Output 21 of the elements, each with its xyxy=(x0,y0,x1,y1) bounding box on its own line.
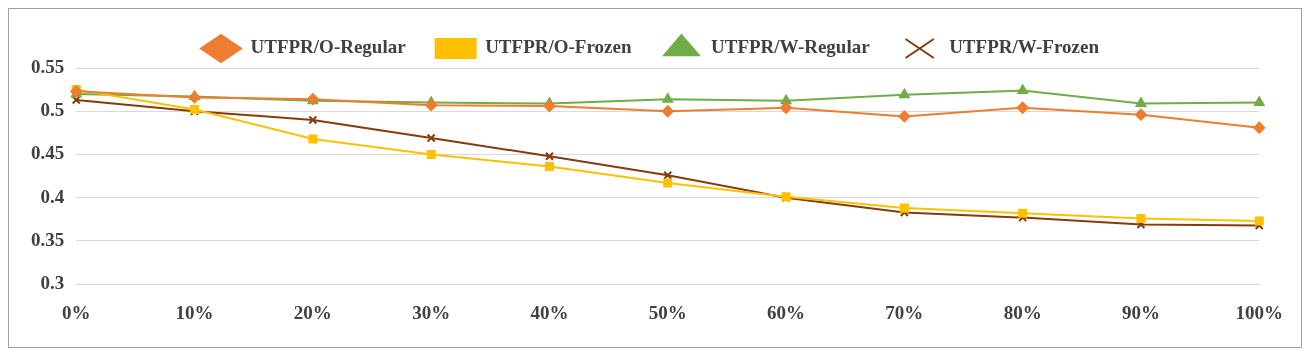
y-tick-label: 0.35 xyxy=(31,228,65,250)
legend-label: UTFPR/W-Frozen xyxy=(949,36,1100,58)
x-tick-label: 80% xyxy=(1003,301,1042,323)
x-tick-label: 60% xyxy=(767,301,806,323)
x-tick-label: 90% xyxy=(1121,301,1160,323)
x-tick-label: 100% xyxy=(1235,301,1283,323)
y-tick-label: 0.4 xyxy=(40,185,65,207)
x-tick-label: 30% xyxy=(412,301,451,323)
x-tick-label: 70% xyxy=(885,301,924,323)
x-tick-label: 50% xyxy=(648,301,687,323)
legend-label: UTFPR/O-Frozen xyxy=(485,36,632,58)
y-tick-label: 0.45 xyxy=(31,142,65,164)
legend-label: UTFPR/O-Regular xyxy=(250,36,407,58)
y-tick-label: 0.5 xyxy=(40,99,65,121)
x-tick-label: 20% xyxy=(293,301,332,323)
x-tick-label: 0% xyxy=(62,301,91,323)
y-tick-label: 0.3 xyxy=(40,272,65,294)
x-tick-label: 40% xyxy=(530,301,569,323)
legend-label: UTFPR/W-Regular xyxy=(710,36,871,58)
y-tick-label: 0.55 xyxy=(31,55,65,77)
x-tick-label: 10% xyxy=(175,301,214,323)
